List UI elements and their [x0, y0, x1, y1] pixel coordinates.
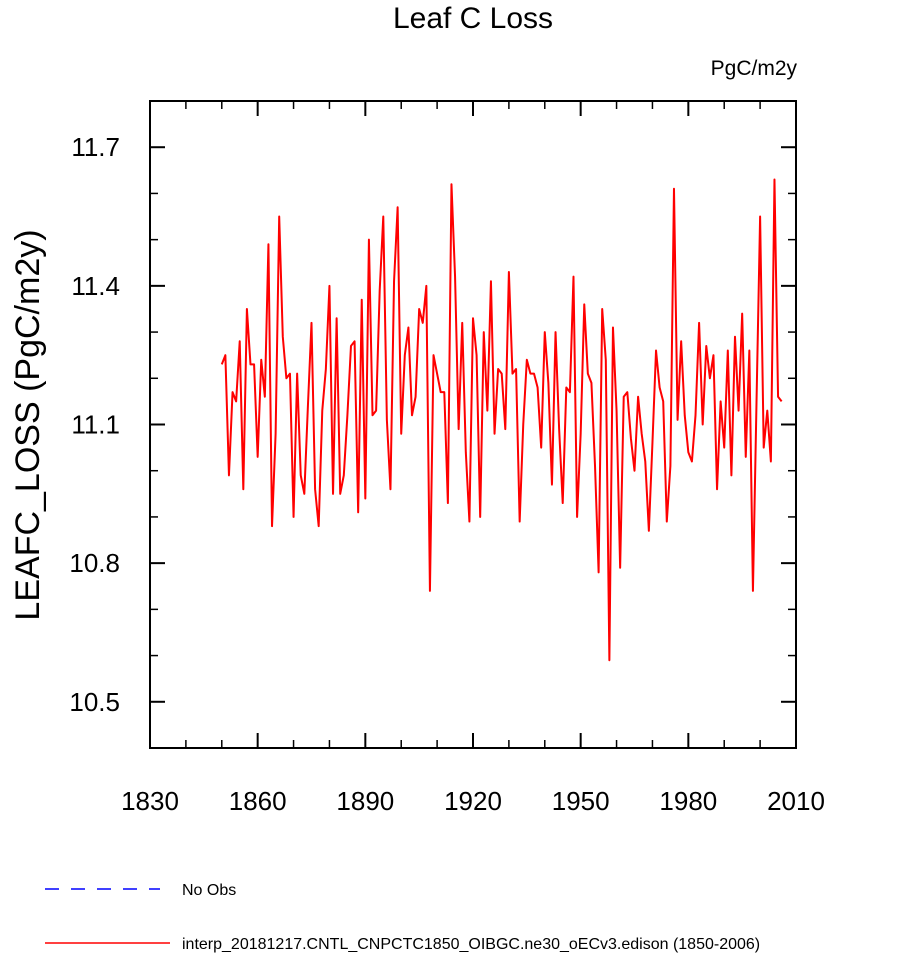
- legend: No Obs interp_20181217.CNTL_CNPCTC1850_O…: [45, 882, 760, 953]
- legend-label-model: interp_20181217.CNTL_CNPCTC1850_OIBGC.ne…: [182, 936, 760, 953]
- axis-ticks: [149, 101, 797, 748]
- y-tick-label-10.5: 10.5: [69, 687, 120, 717]
- plot-frame: [149, 100, 797, 749]
- series-line-0: [220, 178, 783, 662]
- y-tick-label-11.7: 11.7: [71, 132, 120, 162]
- y-axis-label: LEAFC_LOSS (PgC/m2y): [9, 229, 47, 620]
- units-label: PgC/m2y: [711, 57, 798, 80]
- legend-label-no-obs: No Obs: [182, 882, 236, 899]
- series-layer: [220, 178, 783, 662]
- x-tick-label-1830: 1830: [121, 786, 179, 816]
- x-tick-label-1980: 1980: [659, 786, 717, 816]
- y-tick-label-11.4: 11.4: [71, 271, 120, 301]
- axis-tick-labels: 1830 1860 1890 1920 1950 1980 2010 10.5 10.8 11.1…: [69, 132, 825, 816]
- x-tick-label-1920: 1920: [444, 786, 502, 816]
- x-tick-label-1890: 1890: [336, 786, 394, 816]
- x-tick-label-1950: 1950: [552, 786, 610, 816]
- chart-title: Leaf C Loss: [393, 2, 553, 35]
- y-tick-label-11.1: 11.1: [71, 410, 120, 440]
- x-tick-label-1860: 1860: [229, 786, 287, 816]
- y-tick-label-10.8: 10.8: [69, 548, 120, 578]
- x-tick-label-2010: 2010: [767, 786, 825, 816]
